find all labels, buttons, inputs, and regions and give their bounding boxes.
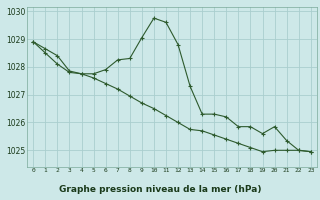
- Text: Graphe pression niveau de la mer (hPa): Graphe pression niveau de la mer (hPa): [59, 185, 261, 194]
